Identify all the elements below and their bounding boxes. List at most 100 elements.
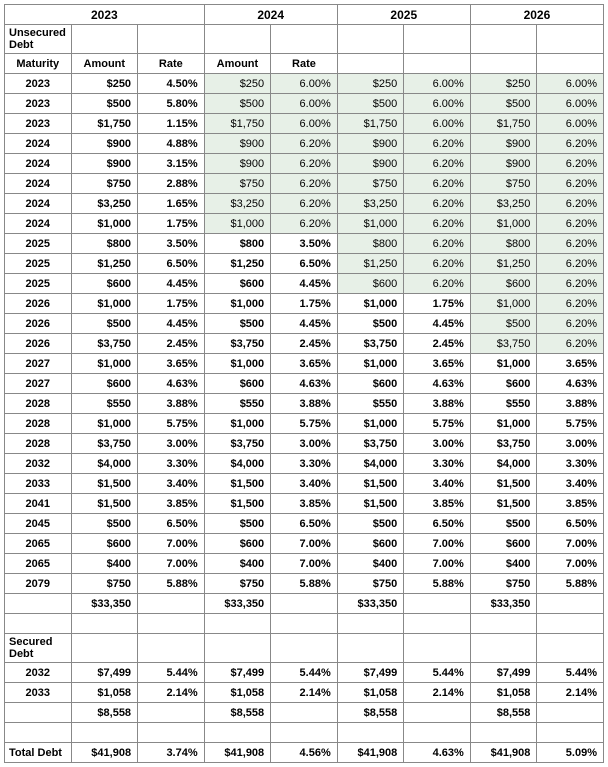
grand-total-rate: 4.63% xyxy=(404,743,471,763)
amount-cell: $600 xyxy=(71,374,138,394)
table-row: 2024$9003.15%$9006.20%$9006.20%$9006.20% xyxy=(5,154,604,174)
amount-cell: $500 xyxy=(71,514,138,534)
amount-cell: $900 xyxy=(204,134,271,154)
rate-cell: 6.20% xyxy=(404,274,471,294)
rate-cell: 4.63% xyxy=(537,374,604,394)
amount-cell: $3,250 xyxy=(204,194,271,214)
rate-cell: 2.14% xyxy=(537,683,604,703)
amount-cell: $500 xyxy=(470,514,537,534)
amount-cell: $500 xyxy=(337,314,404,334)
rate-cell: 4.88% xyxy=(138,134,205,154)
maturity-cell: 2026 xyxy=(5,294,72,314)
rate-cell: 3.65% xyxy=(404,354,471,374)
rate-cell: 3.65% xyxy=(271,354,338,374)
grand-total-rate: 5.09% xyxy=(537,743,604,763)
amount-cell: $1,000 xyxy=(470,414,537,434)
amount-cell: $900 xyxy=(337,134,404,154)
rate-cell: 6.20% xyxy=(271,134,338,154)
amount-cell: $500 xyxy=(71,314,138,334)
rate-cell: 3.30% xyxy=(138,454,205,474)
rate-cell: 3.30% xyxy=(404,454,471,474)
table-row: 2025$8003.50%$8003.50%$8006.20%$8006.20% xyxy=(5,234,604,254)
rate-cell: 3.50% xyxy=(138,234,205,254)
maturity-cell: 2024 xyxy=(5,174,72,194)
amount-cell: $4,000 xyxy=(204,454,271,474)
amount-cell: $800 xyxy=(204,234,271,254)
amount-cell: $600 xyxy=(470,374,537,394)
rate-cell: 6.20% xyxy=(537,134,604,154)
table-row: 2033$1,0582.14%$1,0582.14%$1,0582.14%$1,… xyxy=(5,683,604,703)
col-header: Maturity xyxy=(5,54,72,74)
rate-cell: 2.14% xyxy=(138,683,205,703)
rate-cell: 6.00% xyxy=(537,94,604,114)
rate-cell: 3.15% xyxy=(138,154,205,174)
rate-cell: 4.50% xyxy=(138,74,205,94)
subtotal-amount: $33,350 xyxy=(337,594,404,614)
maturity-cell: 2024 xyxy=(5,194,72,214)
rate-cell: 6.20% xyxy=(271,214,338,234)
table-row: 2079$7505.88%$7505.88%$7505.88%$7505.88% xyxy=(5,574,604,594)
rate-cell: 3.40% xyxy=(537,474,604,494)
table-row: 2032$7,4995.44%$7,4995.44%$7,4995.44%$7,… xyxy=(5,663,604,683)
rate-cell: 4.63% xyxy=(271,374,338,394)
rate-cell: 3.88% xyxy=(138,394,205,414)
rate-cell: 5.75% xyxy=(271,414,338,434)
rate-cell: 6.20% xyxy=(537,214,604,234)
rate-cell: 5.75% xyxy=(537,414,604,434)
rate-cell: 3.00% xyxy=(404,434,471,454)
table-row: 2045$5006.50%$5006.50%$5006.50%$5006.50% xyxy=(5,514,604,534)
maturity-cell: 2028 xyxy=(5,414,72,434)
amount-cell: $400 xyxy=(204,554,271,574)
rate-cell: 5.88% xyxy=(404,574,471,594)
subtotal-amount: $33,350 xyxy=(71,594,138,614)
rate-cell: 6.20% xyxy=(537,154,604,174)
rate-cell: 4.45% xyxy=(271,274,338,294)
amount-cell: $250 xyxy=(204,74,271,94)
amount-cell: $750 xyxy=(470,174,537,194)
amount-cell: $4,000 xyxy=(71,454,138,474)
rate-cell: 6.00% xyxy=(271,114,338,134)
rate-cell: 3.85% xyxy=(271,494,338,514)
rate-cell: 1.75% xyxy=(138,294,205,314)
amount-cell: $400 xyxy=(71,554,138,574)
rate-cell: 6.20% xyxy=(404,214,471,234)
year-2023: 2023 xyxy=(5,5,205,25)
amount-cell: $1,000 xyxy=(470,294,537,314)
amount-cell: $3,750 xyxy=(204,334,271,354)
maturity-cell: 2025 xyxy=(5,254,72,274)
rate-cell: 5.75% xyxy=(404,414,471,434)
maturity-cell: 2023 xyxy=(5,74,72,94)
subtotal-amount: $33,350 xyxy=(204,594,271,614)
amount-cell: $7,499 xyxy=(204,663,271,683)
amount-cell: $7,499 xyxy=(337,663,404,683)
col-header xyxy=(404,54,471,74)
amount-cell: $1,500 xyxy=(337,494,404,514)
amount-cell: $1,000 xyxy=(204,414,271,434)
amount-cell: $3,250 xyxy=(71,194,138,214)
year-header-row: 2023 2024 2025 2026 xyxy=(5,5,604,25)
rate-cell: 6.20% xyxy=(271,174,338,194)
rate-cell: 3.40% xyxy=(404,474,471,494)
amount-cell: $800 xyxy=(337,234,404,254)
rate-cell: 1.75% xyxy=(138,214,205,234)
maturity-cell: 2028 xyxy=(5,394,72,414)
rate-cell: 3.00% xyxy=(537,434,604,454)
amount-cell: $1,000 xyxy=(337,214,404,234)
rate-cell: 6.50% xyxy=(138,254,205,274)
subtotal-amount: $8,558 xyxy=(337,703,404,723)
maturity-cell: 2023 xyxy=(5,94,72,114)
rate-cell: 6.50% xyxy=(404,514,471,534)
rate-cell: 3.85% xyxy=(404,494,471,514)
maturity-cell: 2079 xyxy=(5,574,72,594)
col-header xyxy=(337,54,404,74)
amount-cell: $1,058 xyxy=(204,683,271,703)
rate-cell: 2.14% xyxy=(404,683,471,703)
rate-cell: 6.20% xyxy=(537,334,604,354)
maturity-cell: 2024 xyxy=(5,154,72,174)
amount-cell: $900 xyxy=(470,134,537,154)
subtotal-amount: $33,350 xyxy=(470,594,537,614)
rate-cell: 7.00% xyxy=(404,534,471,554)
col-header: Amount xyxy=(204,54,271,74)
table-row: 2026$3,7502.45%$3,7502.45%$3,7502.45%$3,… xyxy=(5,334,604,354)
rate-cell: 6.20% xyxy=(537,194,604,214)
